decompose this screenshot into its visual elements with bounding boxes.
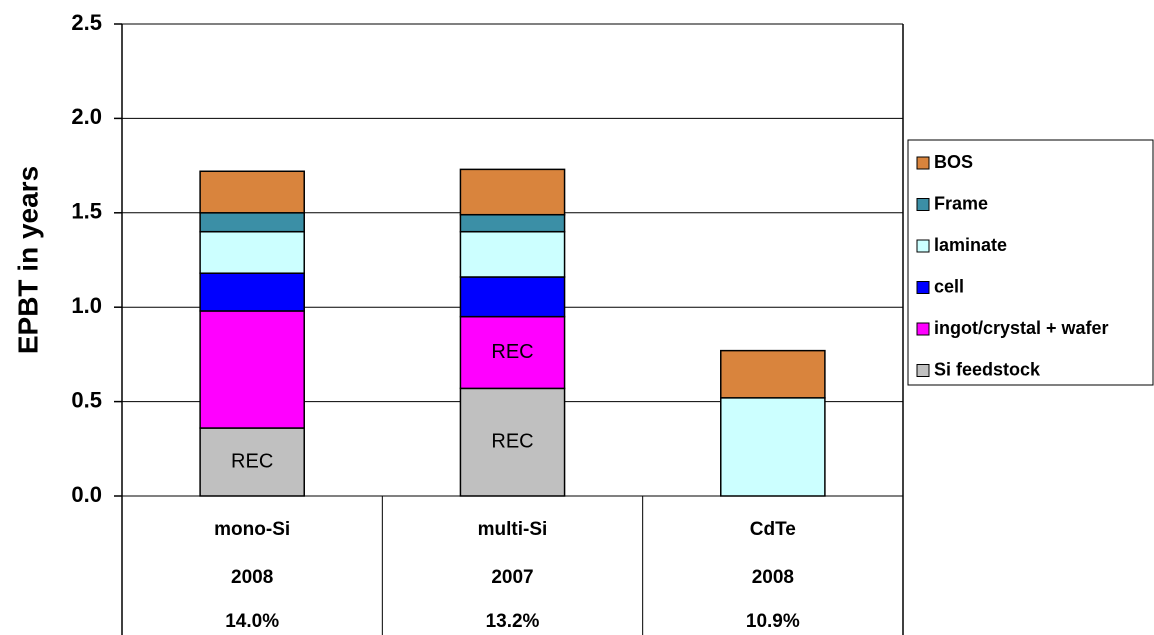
legend-label: BOS [934,152,973,172]
annotation: REC [491,430,533,452]
table-cell: 14.0% [225,611,279,632]
annotation: REC [491,341,533,363]
table-cell: 10.9% [746,611,800,632]
table-cell: 13.2% [486,611,540,632]
annotation: REC [231,450,273,472]
bar-segment [720,349,826,399]
y-tick-label: 1.5 [71,199,102,224]
legend-swatch [916,198,930,211]
table-cell: 2008 [231,567,273,588]
category-label: CdTe [750,519,796,540]
bar-segment [459,315,566,390]
bar-segment [199,170,305,214]
bar-segment [459,387,566,497]
legend-swatch [916,239,930,253]
bar-segment [199,212,305,233]
bar-segment [459,276,566,318]
bar-segment [720,397,826,497]
legend-label: ingot/crystal + wafer [934,318,1109,338]
y-tick-label: 2.0 [71,104,102,129]
bar-segment [459,230,566,278]
legend-box [907,139,1154,386]
bar-segment [199,427,305,497]
bar-segment [199,230,305,274]
table-cell: 2007 [491,567,533,588]
y-axis-label: EPBT in years [12,166,43,354]
category-label: multi-Si [478,519,548,540]
bar-segment [199,310,305,429]
legend-swatch [916,322,930,336]
table-cell: 2008 [752,567,794,588]
bar-segment [459,168,566,216]
legend-label: laminate [934,235,1007,255]
bar-segment [199,272,305,312]
legend-label: Frame [934,193,988,213]
y-tick-label: 1.0 [71,293,102,318]
y-tick-label: 0.5 [71,387,102,412]
legend-label: cell [934,276,964,296]
legend-swatch [916,156,930,170]
y-tick-label: 2.5 [71,10,102,35]
category-label: mono-Si [214,519,290,540]
bar-segment [459,213,566,233]
y-tick-label: 0.0 [71,482,102,507]
legend-label: Si feedstock [934,359,1041,379]
legend-swatch [916,364,930,377]
legend-swatch [916,281,930,294]
